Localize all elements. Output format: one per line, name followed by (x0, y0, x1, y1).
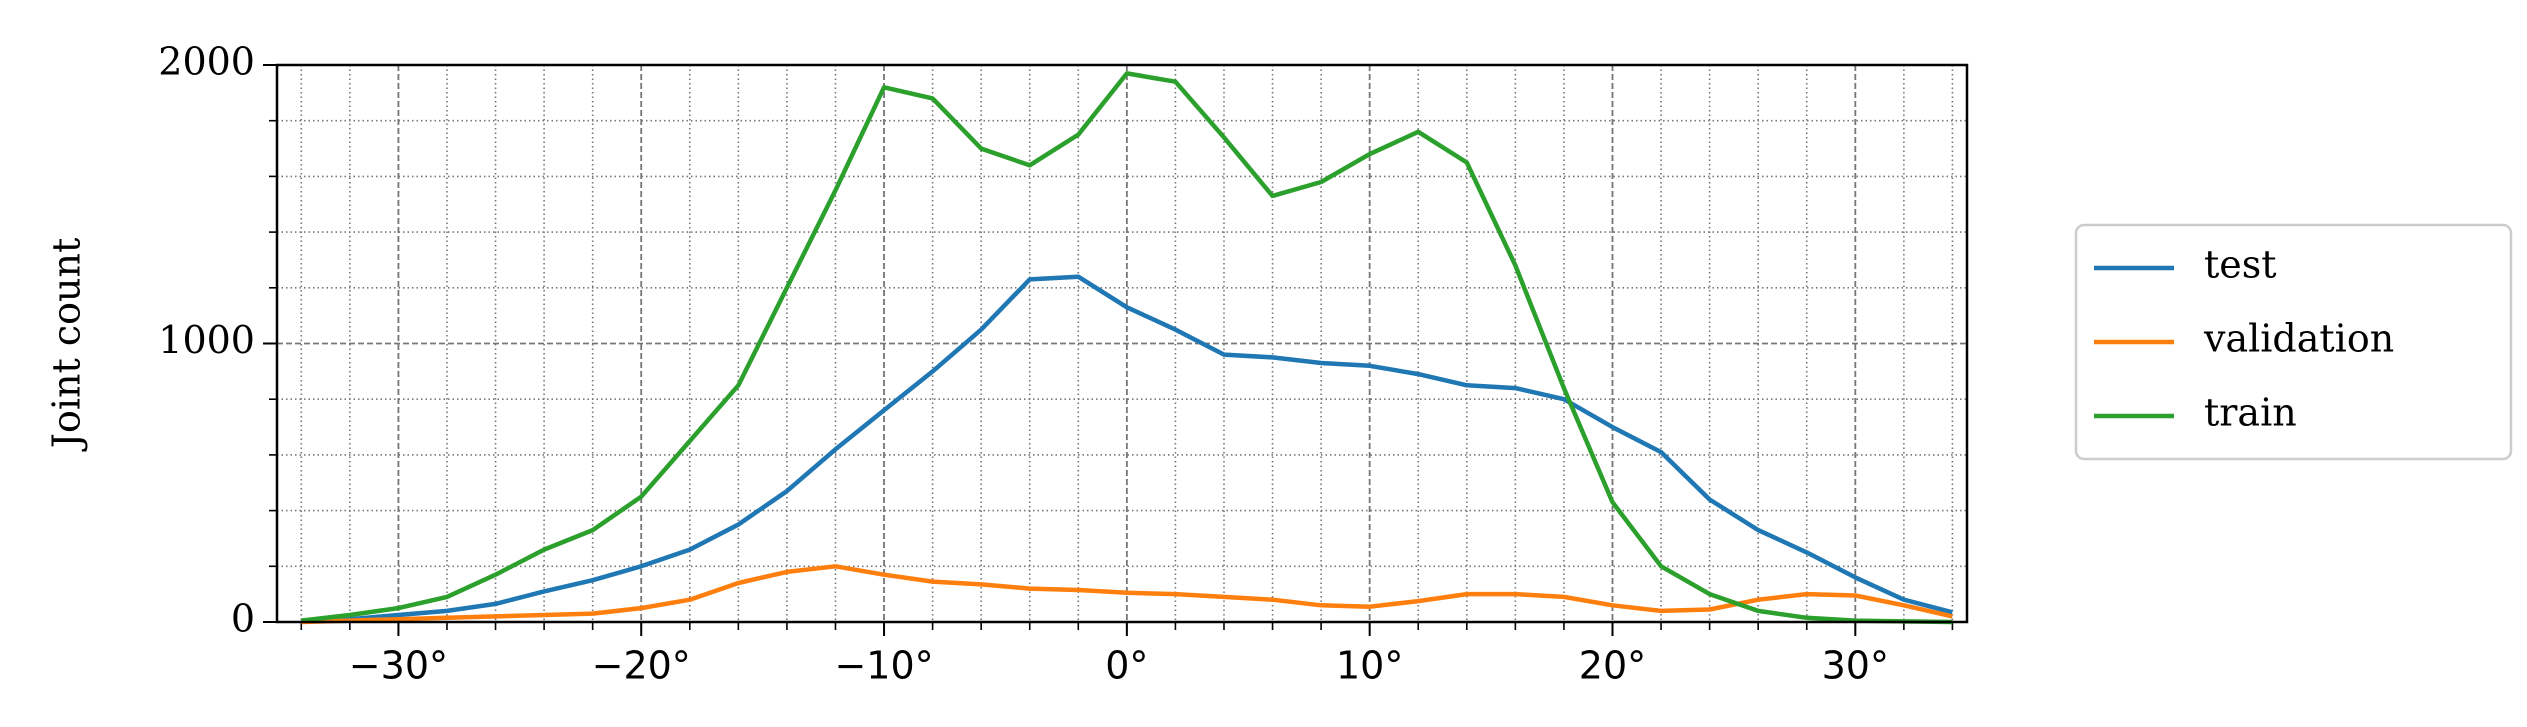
y-axis-label: Joint count (45, 238, 89, 452)
legend-label: train (2204, 391, 2297, 435)
data-line (301, 71, 1953, 625)
y-tick-label: 1000 (158, 318, 255, 362)
x-tick-label: 10° (1336, 644, 1403, 688)
x-tick-label: −10° (834, 644, 933, 688)
x-tick-label: −30° (349, 644, 448, 688)
legend-box (2074, 223, 2513, 461)
x-tick-label: 20° (1579, 644, 1646, 688)
data-line (301, 274, 1953, 623)
x-tick-label: 0° (1105, 644, 1148, 688)
x-tick-label: 30° (1822, 644, 1889, 688)
legend-label: test (2204, 243, 2277, 287)
y-tick-label: 2000 (158, 40, 255, 84)
data-line (301, 564, 1953, 625)
x-tick-label: −20° (592, 644, 691, 688)
legend-label: validation (2203, 317, 2394, 361)
y-tick-label: 0 (231, 597, 255, 641)
plot-frame (275, 63, 1969, 624)
